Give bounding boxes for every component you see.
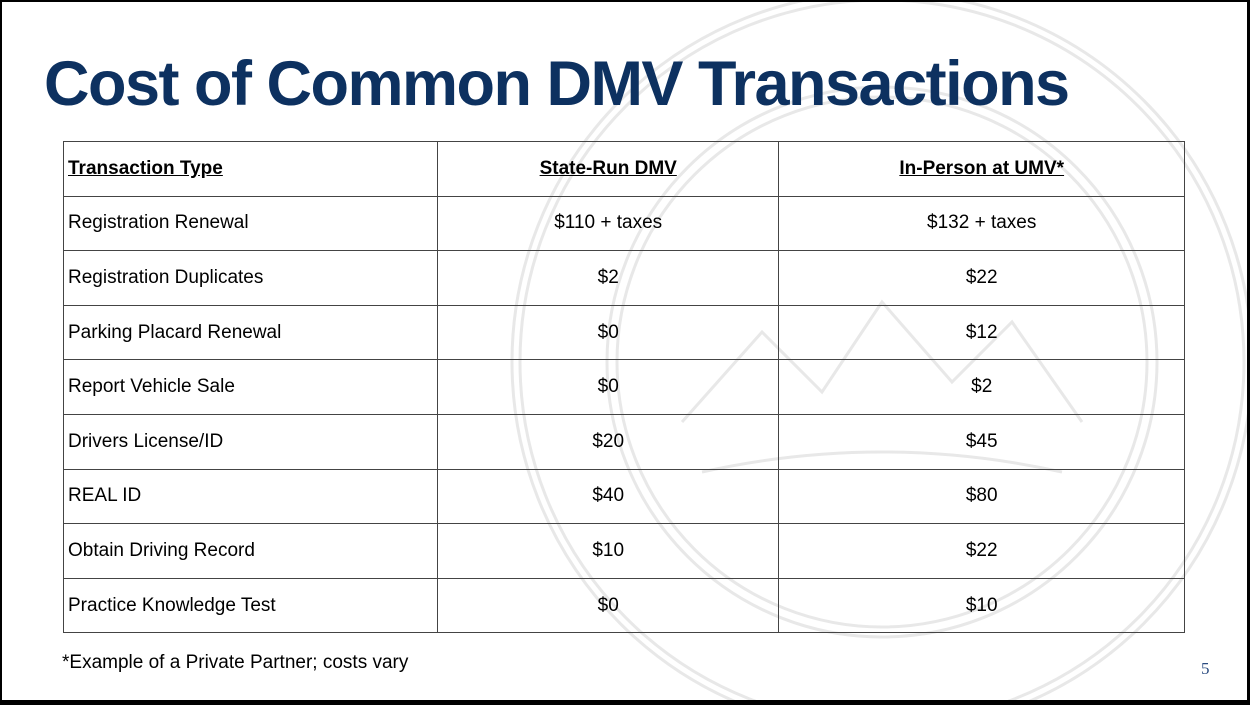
cell-umv-cost: $2 (778, 359, 1185, 415)
cell-transaction-type: Report Vehicle Sale (63, 359, 438, 415)
table-row: REAL ID $40 $80 (63, 468, 1185, 525)
table-row: Parking Placard Renewal $0 $12 (63, 304, 1185, 361)
cell-transaction-type: REAL ID (63, 468, 438, 525)
cell-state-run-cost: $0 (436, 359, 780, 415)
cell-umv-cost: $132 + taxes (778, 195, 1185, 252)
page-title: Cost of Common DMV Transactions (44, 49, 1070, 119)
cell-umv-cost: $12 (778, 304, 1185, 361)
cell-umv-cost: $22 (778, 250, 1185, 306)
cell-transaction-type: Obtain Driving Record (63, 523, 438, 579)
cell-umv-cost: $80 (778, 468, 1185, 525)
column-header-transaction-type: Transaction Type (63, 141, 438, 197)
cell-state-run-cost: $10 (436, 523, 780, 579)
page-number: 5 (1201, 659, 1210, 678)
table-header-row: Transaction Type State-Run DMV In-Person… (63, 141, 1185, 197)
cell-state-run-cost: $20 (436, 413, 780, 470)
column-header-umv: In-Person at UMV* (778, 141, 1185, 197)
cell-state-run-cost: $0 (436, 304, 780, 361)
cell-transaction-type: Registration Duplicates (63, 250, 438, 306)
table-row: Obtain Driving Record $10 $22 (63, 523, 1185, 579)
table-row: Report Vehicle Sale $0 $2 (63, 359, 1185, 415)
cell-state-run-cost: $0 (436, 577, 780, 634)
cell-transaction-type: Registration Renewal (63, 195, 438, 252)
table-row: Practice Knowledge Test $0 $10 (63, 577, 1185, 634)
table-row: Registration Renewal $110 + taxes $132 + t… (63, 195, 1185, 252)
cell-state-run-cost: $40 (436, 468, 780, 525)
column-header-state-run-dmv: State-Run DMV (436, 141, 780, 197)
cell-state-run-cost: $2 (436, 250, 780, 306)
cost-table: Transaction Type State-Run DMV In-Person… (63, 141, 1185, 634)
cell-umv-cost: $22 (778, 523, 1185, 579)
cell-transaction-type: Drivers License/ID (63, 413, 438, 470)
table-row: Drivers License/ID $20 $45 (63, 413, 1185, 470)
cell-umv-cost: $10 (778, 577, 1185, 634)
footnote: *Example of a Private Partner; costs var… (62, 652, 409, 673)
table-row: Registration Duplicates $2 $22 (63, 250, 1185, 306)
cell-state-run-cost: $110 + taxes (436, 195, 780, 252)
cell-transaction-type: Practice Knowledge Test (63, 577, 438, 634)
cell-transaction-type: Parking Placard Renewal (63, 304, 438, 361)
cell-umv-cost: $45 (778, 413, 1185, 470)
